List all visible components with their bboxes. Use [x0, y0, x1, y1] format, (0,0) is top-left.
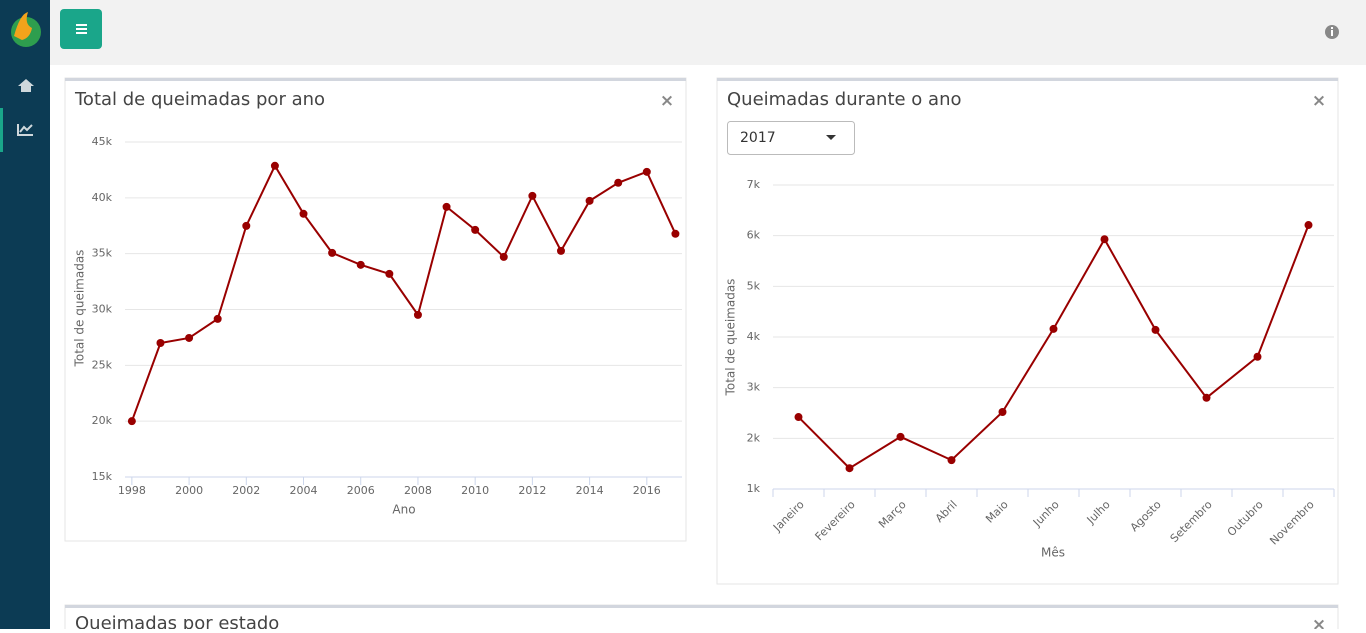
point: [896, 432, 905, 441]
y-tick-label: 45k: [92, 135, 113, 148]
point: [1151, 325, 1160, 334]
point: [1100, 235, 1109, 244]
x-tick-label: 1998: [118, 484, 146, 497]
y-axis-title: Total de queimadas: [724, 279, 738, 397]
x-tick-label: 2012: [518, 484, 546, 497]
home-icon[interactable]: [18, 79, 34, 92]
x-tick-label: 2000: [175, 484, 203, 497]
point: [499, 252, 508, 261]
x-axis-title: Ano: [392, 503, 415, 517]
close-button[interactable]: ×: [660, 91, 674, 111]
y-tick-label: 7k: [747, 178, 761, 191]
year-dropdown[interactable]: 2017: [727, 121, 855, 155]
point: [242, 221, 251, 230]
y-tick-label: 35k: [92, 247, 113, 260]
point: [614, 178, 623, 187]
line: [130, 163, 677, 422]
sidebar: [0, 0, 50, 629]
x-tick-label: 2002: [232, 484, 260, 497]
point: [270, 161, 279, 170]
logo: [11, 12, 41, 47]
point: [845, 464, 854, 473]
info-icon[interactable]: [1325, 25, 1339, 39]
point: [299, 209, 308, 218]
point: [528, 191, 537, 200]
y-tick-label: 6k: [747, 229, 761, 242]
active-indicator: [0, 108, 3, 152]
y-tick-label: 40k: [92, 191, 113, 204]
y-tick-label: 3k: [747, 381, 761, 394]
point: [471, 225, 480, 234]
top-bar: [0, 0, 1366, 65]
y-tick-label: 2k: [747, 431, 761, 444]
point: [998, 407, 1007, 416]
x-tick-label: 2006: [347, 484, 375, 497]
point: [1253, 352, 1262, 361]
card-title: Queimadas durante o ano: [727, 89, 961, 110]
point: [671, 229, 680, 238]
y-tick-label: 30k: [92, 303, 113, 316]
point: [442, 202, 451, 211]
x-tick-label: 2010: [461, 484, 489, 497]
point: [156, 339, 165, 347]
x-tick-label: 2016: [633, 484, 661, 497]
x-tick-label: 2014: [576, 484, 604, 497]
y-tick-label: 20k: [92, 414, 113, 427]
menu-button[interactable]: [60, 9, 102, 49]
point: [356, 260, 365, 269]
point: [1202, 393, 1211, 402]
y-tick-label: 4k: [747, 330, 761, 343]
point: [185, 333, 194, 342]
y-tick-label: 5k: [747, 279, 761, 292]
point: [556, 246, 565, 255]
point: [642, 167, 651, 176]
point: [947, 456, 956, 465]
point: [585, 196, 594, 205]
card-title: Queimadas por estado: [75, 613, 279, 629]
x-axis-title: Mês: [1041, 546, 1065, 560]
y-axis-title: Total de queimadas: [73, 250, 87, 368]
point: [127, 417, 136, 426]
point: [794, 413, 803, 422]
card-border: [717, 78, 1338, 81]
card-border: [65, 78, 686, 81]
y-tick-label: 15k: [92, 470, 113, 483]
point: [328, 248, 337, 257]
point: [1304, 221, 1313, 230]
x-tick-label: 2008: [404, 484, 432, 497]
card-border: [65, 605, 1338, 608]
chart-icon[interactable]: [17, 124, 33, 136]
point: [213, 314, 222, 323]
y-tick-label: 1k: [747, 482, 761, 495]
close-button[interactable]: ×: [1312, 615, 1326, 633]
y-tick-label: 25k: [92, 358, 113, 371]
card: [716, 77, 1339, 585]
close-button[interactable]: ×: [1312, 91, 1326, 111]
point: [385, 269, 394, 278]
dropdown-value[interactable]: 2017: [740, 130, 776, 146]
card-title: Total de queimadas por ano: [74, 89, 325, 110]
point: [413, 310, 422, 319]
point: [1049, 324, 1058, 333]
x-tick-label: 2004: [290, 484, 318, 497]
